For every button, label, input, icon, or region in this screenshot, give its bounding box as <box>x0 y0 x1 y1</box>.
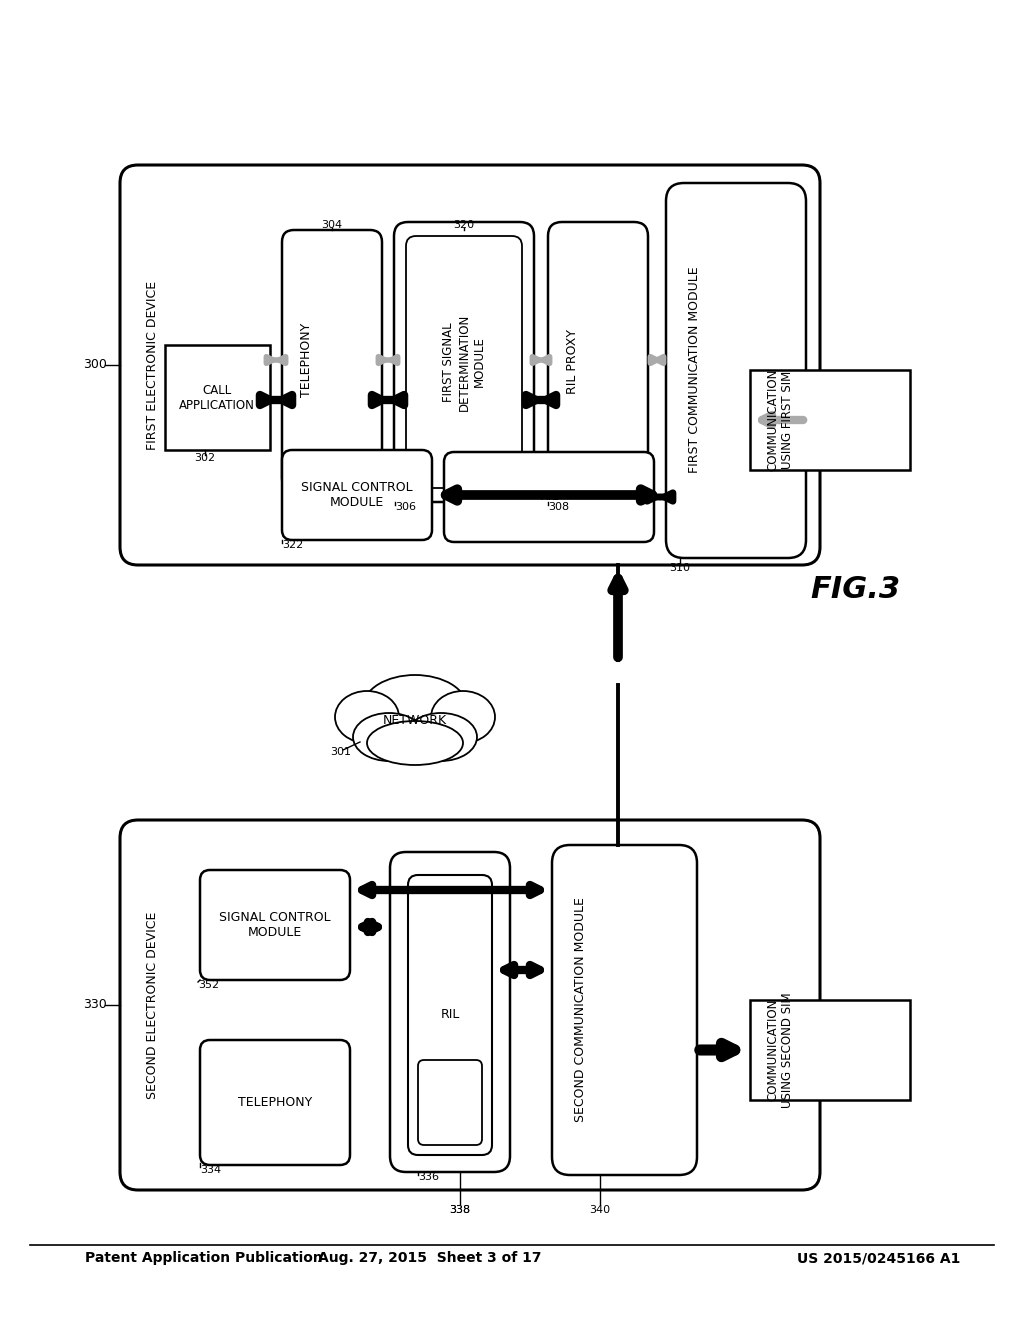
Text: 330: 330 <box>83 998 106 1011</box>
Text: 338: 338 <box>450 1205 471 1214</box>
FancyBboxPatch shape <box>408 875 492 1155</box>
FancyBboxPatch shape <box>406 236 522 488</box>
FancyBboxPatch shape <box>444 451 654 543</box>
Text: 302: 302 <box>195 453 216 463</box>
Text: NETWORK: NETWORK <box>383 714 447 726</box>
FancyBboxPatch shape <box>552 845 697 1175</box>
FancyBboxPatch shape <box>200 1040 350 1166</box>
Bar <box>750 370 910 470</box>
Text: FIRST COMMUNICATION MODULE: FIRST COMMUNICATION MODULE <box>687 267 700 474</box>
FancyBboxPatch shape <box>390 851 510 1172</box>
Text: SECOND COMMUNICATION MODULE: SECOND COMMUNICATION MODULE <box>573 898 587 1122</box>
Text: 338: 338 <box>450 1205 471 1214</box>
Bar <box>750 1001 910 1100</box>
Ellipse shape <box>362 675 467 739</box>
FancyBboxPatch shape <box>548 222 648 502</box>
Text: RIL: RIL <box>440 1008 460 1022</box>
FancyBboxPatch shape <box>666 183 806 558</box>
FancyBboxPatch shape <box>282 230 382 490</box>
Text: TELEPHONY: TELEPHONY <box>238 1097 312 1110</box>
Text: TELEPHONY: TELEPHONY <box>300 323 313 397</box>
Text: 304: 304 <box>322 220 343 230</box>
Text: 300: 300 <box>83 359 106 371</box>
Ellipse shape <box>335 690 399 743</box>
Text: RIL: RIL <box>540 491 559 503</box>
FancyBboxPatch shape <box>120 165 820 565</box>
Text: 306: 306 <box>395 502 416 512</box>
Ellipse shape <box>431 690 495 743</box>
Text: 334: 334 <box>200 1166 221 1175</box>
Text: FIG.3: FIG.3 <box>810 576 900 605</box>
Text: 352: 352 <box>198 979 219 990</box>
Text: COMMUNICATION
USING FIRST SIM: COMMUNICATION USING FIRST SIM <box>766 368 794 471</box>
Text: 320: 320 <box>454 220 474 230</box>
FancyBboxPatch shape <box>282 450 432 540</box>
Text: RIL PROXY: RIL PROXY <box>566 330 580 395</box>
Ellipse shape <box>406 713 477 762</box>
Ellipse shape <box>353 713 425 762</box>
FancyBboxPatch shape <box>418 1060 482 1144</box>
FancyBboxPatch shape <box>120 820 820 1191</box>
Text: SIGNAL CONTROL
MODULE: SIGNAL CONTROL MODULE <box>219 911 331 939</box>
Text: 301: 301 <box>330 747 351 756</box>
Text: SIGNAL CONTROL
MODULE: SIGNAL CONTROL MODULE <box>301 480 413 510</box>
Text: FIRST SIGNAL
DETERMINATION
MODULE: FIRST SIGNAL DETERMINATION MODULE <box>442 313 485 411</box>
Text: SECOND ELECTRONIC DEVICE: SECOND ELECTRONIC DEVICE <box>145 911 159 1098</box>
Text: FIRST ELECTRONIC DEVICE: FIRST ELECTRONIC DEVICE <box>145 280 159 450</box>
Text: 322: 322 <box>282 540 303 550</box>
Text: CALL
APPLICATION: CALL APPLICATION <box>179 384 255 412</box>
Text: US 2015/0245166 A1: US 2015/0245166 A1 <box>797 1251 961 1265</box>
Text: 310: 310 <box>670 564 690 573</box>
Text: 308: 308 <box>548 502 569 512</box>
Bar <box>165 345 270 450</box>
FancyBboxPatch shape <box>200 870 350 979</box>
Ellipse shape <box>367 721 463 766</box>
FancyBboxPatch shape <box>394 222 534 502</box>
Text: 340: 340 <box>590 1205 610 1214</box>
Text: Patent Application Publication: Patent Application Publication <box>85 1251 323 1265</box>
Text: 336: 336 <box>418 1172 439 1181</box>
Text: Aug. 27, 2015  Sheet 3 of 17: Aug. 27, 2015 Sheet 3 of 17 <box>318 1251 542 1265</box>
Text: COMMUNICATION
USING SECOND SIM: COMMUNICATION USING SECOND SIM <box>766 993 794 1107</box>
